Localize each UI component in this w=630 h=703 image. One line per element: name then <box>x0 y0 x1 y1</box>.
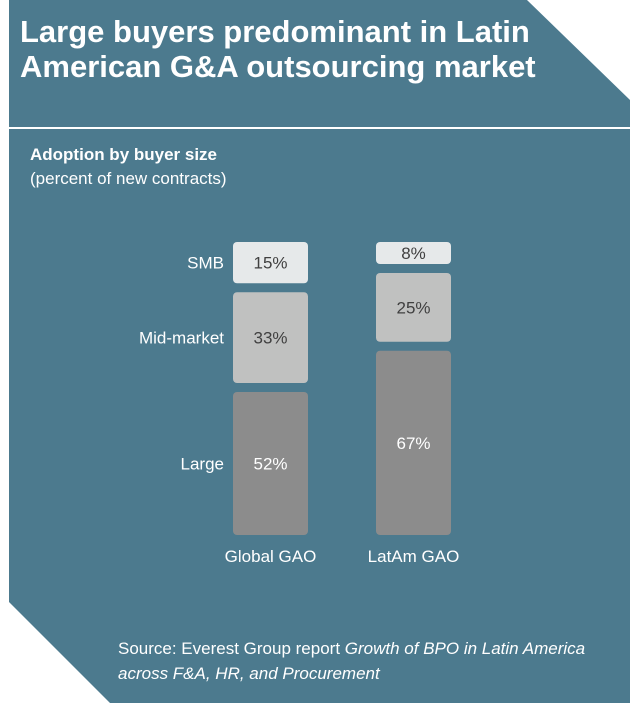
chart-subtitle-note: (percent of new contracts) <box>30 169 227 188</box>
data-label: 52% <box>253 455 287 474</box>
data-label: 15% <box>253 254 287 273</box>
x-tick-label: LatAm GAO <box>368 547 460 566</box>
source-prefix: Source: Everest Group report <box>118 639 345 658</box>
bar-segment-smb <box>233 242 308 284</box>
bar-segment-smb <box>376 242 451 264</box>
data-label: 8% <box>401 244 426 263</box>
source-report-title: Growth of BPO in Latin America across F&… <box>118 639 586 683</box>
series-label: Mid-market <box>139 329 224 348</box>
page-title: Large buyers predominant in Latin Americ… <box>20 14 536 84</box>
bar-segment-large <box>376 350 451 535</box>
series-label: Large <box>181 455 224 474</box>
data-label: 25% <box>396 298 430 317</box>
x-tick-label: Global GAO <box>225 547 317 566</box>
series-label: SMB <box>187 254 224 273</box>
bar-segment-mid-market <box>233 292 308 383</box>
bar-segment-mid-market <box>376 273 451 342</box>
chart-subtitle: Adoption by buyer size <box>30 145 218 164</box>
title-divider <box>9 127 630 129</box>
data-label: 67% <box>396 434 430 453</box>
data-label: 33% <box>253 329 287 348</box>
source-note: Source: Everest Group report Growth of B… <box>118 636 618 686</box>
stacked-bar-chart: 52% 33% 15% Global GAO 67% 25% 8% LatAm GAO Larg… <box>139 242 460 566</box>
bar-segment-large <box>233 392 308 535</box>
